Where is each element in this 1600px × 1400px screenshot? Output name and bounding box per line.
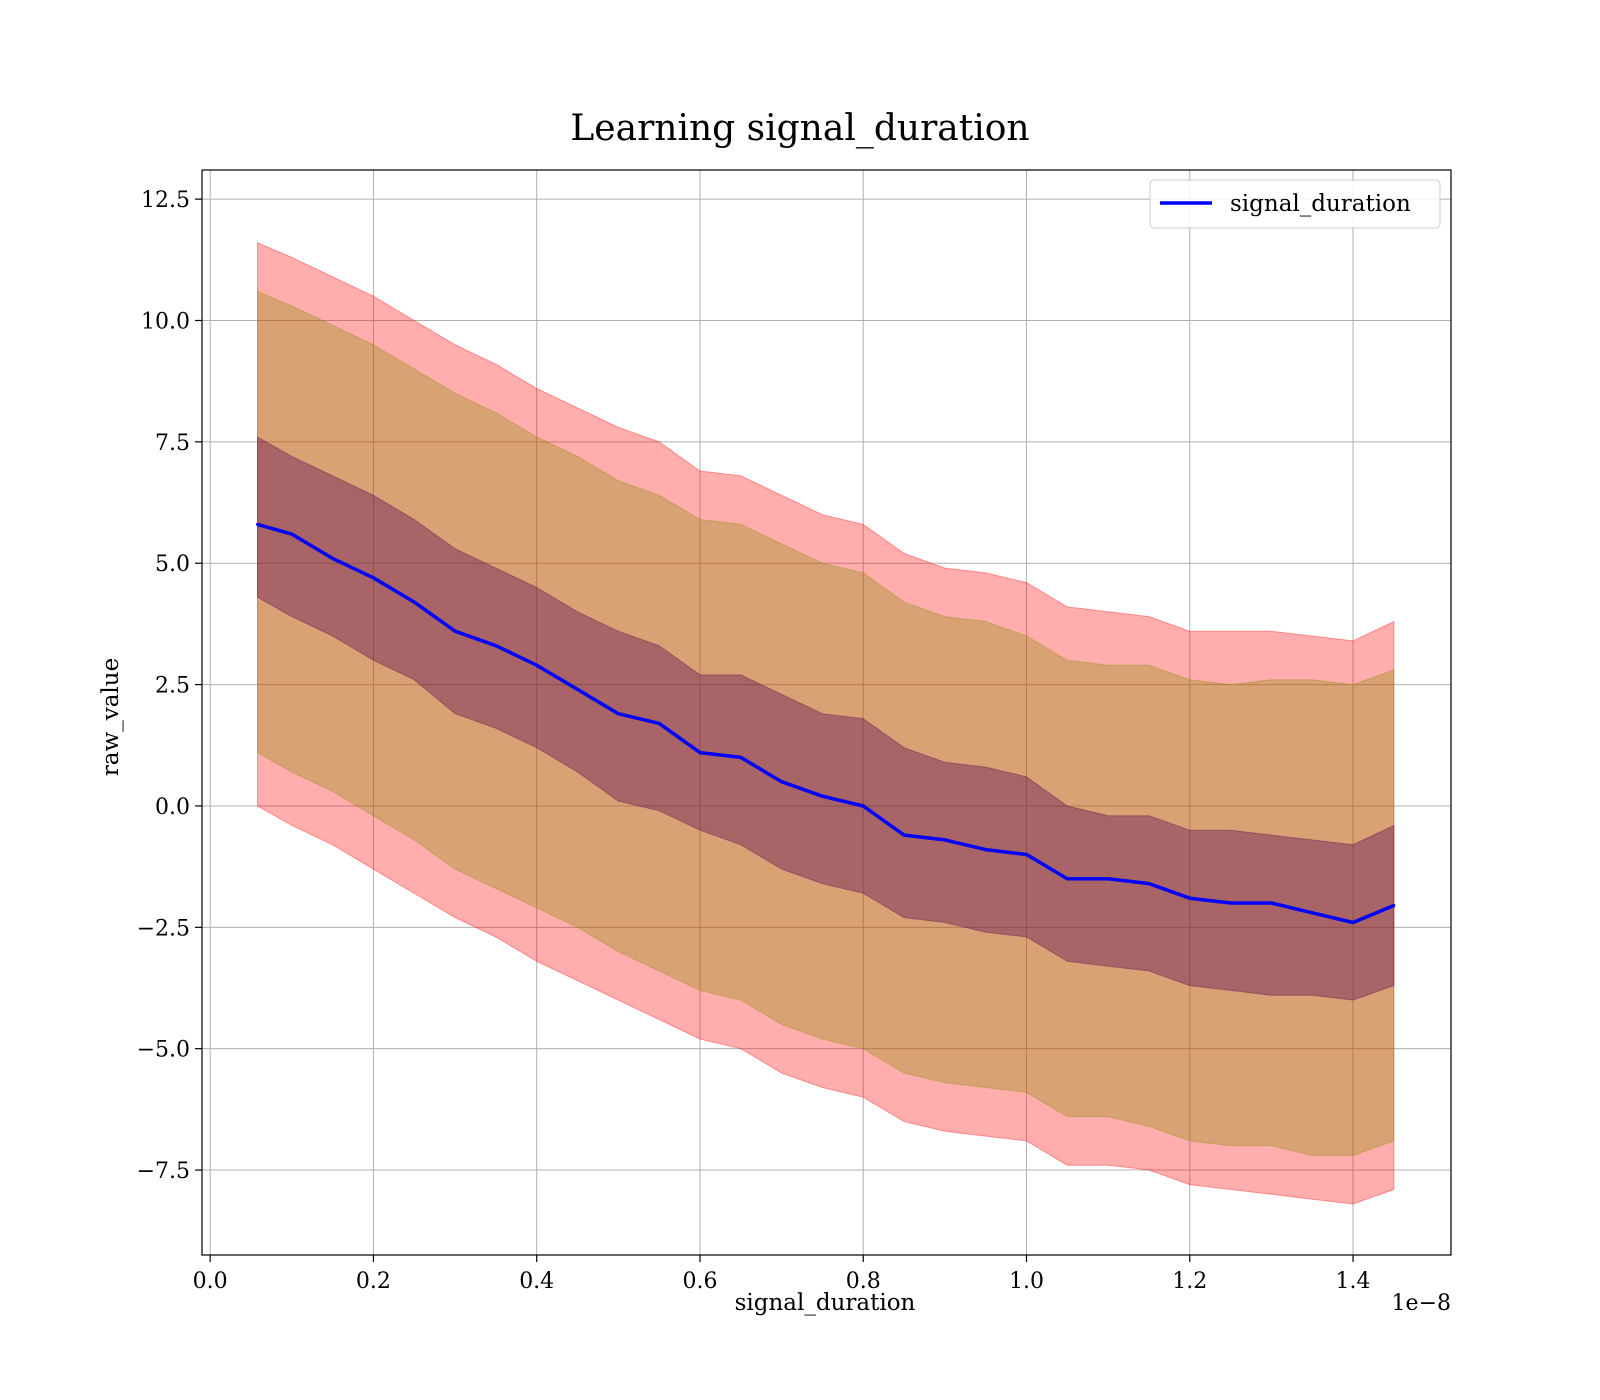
x-tick-label: 1.0 — [1009, 1269, 1044, 1294]
data-point — [984, 848, 988, 852]
data-point — [453, 629, 457, 633]
data-point — [1310, 911, 1314, 915]
legend-label: signal_duration — [1230, 191, 1411, 217]
x-tick-label: 1.4 — [1336, 1269, 1371, 1294]
y-tick-label: −2.5 — [137, 916, 190, 941]
y-tick-label: −7.5 — [137, 1159, 190, 1184]
x-tick-label: 0.6 — [682, 1269, 717, 1294]
x-axis: 0.0 0.2 0.4 0.6 0.8 1.0 1.2 1.4 — [193, 1255, 1371, 1294]
band-2sd — [257, 290, 1395, 1156]
data-point — [331, 556, 335, 560]
data-point — [1269, 901, 1273, 905]
x-tick-label: 0.0 — [193, 1269, 228, 1294]
data-point — [698, 751, 702, 755]
x-tick-label: 0.2 — [356, 1269, 391, 1294]
data-point — [1392, 904, 1396, 907]
y-tick-label: −5.0 — [137, 1038, 190, 1063]
x-axis-label: signal_duration — [735, 1290, 916, 1316]
y-tick-label: 2.5 — [155, 674, 190, 699]
data-point — [290, 532, 294, 536]
data-point — [1188, 896, 1192, 900]
y-axis: −7.5 −5.0 −2.5 0.0 2.5 5.0 7.5 10.0 12.5 — [137, 188, 202, 1184]
y-tick-label: 10.0 — [141, 309, 190, 334]
data-point — [1065, 877, 1069, 881]
legend: signal_duration — [1149, 179, 1441, 229]
band-1sd — [257, 436, 1395, 1001]
uncertainty-bands — [257, 242, 1395, 1205]
y-tick-label: 0.0 — [155, 795, 190, 820]
x-axis-offset-label: 1e−8 — [1392, 1291, 1451, 1316]
data-point — [1025, 853, 1028, 856]
data-point — [780, 780, 784, 784]
y-tick-label: 5.0 — [155, 552, 190, 577]
x-tick-label: 0.8 — [846, 1269, 881, 1294]
data-point — [371, 576, 375, 580]
y-tick-label: 12.5 — [141, 188, 190, 213]
y-axis-label: raw_value — [98, 658, 124, 776]
data-point — [1106, 877, 1110, 881]
chart-title: Learning signal_duration — [570, 108, 1029, 149]
plot-frame — [201, 169, 1452, 1256]
data-point — [1229, 901, 1233, 905]
x-tick-label: 1.2 — [1172, 1269, 1207, 1294]
legend-box — [1149, 179, 1441, 229]
data-point — [576, 687, 579, 691]
data-point — [494, 644, 498, 648]
data-point — [820, 794, 824, 798]
data-point — [412, 600, 416, 604]
series-lines — [256, 522, 1396, 925]
y-tick-label: 7.5 — [155, 431, 190, 456]
data-point — [616, 712, 620, 716]
grid — [202, 170, 1451, 1255]
data-point — [902, 833, 906, 837]
data-point — [657, 721, 661, 725]
data-point — [256, 522, 259, 526]
data-point — [861, 804, 865, 808]
data-point — [1147, 882, 1151, 886]
data-point — [739, 755, 743, 759]
data-point — [535, 663, 539, 667]
x-tick-label: 0.4 — [519, 1269, 554, 1294]
data-point — [943, 838, 947, 842]
band-3sd — [257, 242, 1395, 1205]
data-point — [1351, 921, 1355, 924]
